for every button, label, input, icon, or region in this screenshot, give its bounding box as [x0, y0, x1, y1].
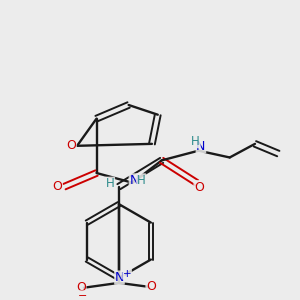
Text: O: O	[194, 181, 204, 194]
Text: O: O	[66, 139, 76, 152]
Text: N: N	[115, 271, 124, 284]
Text: H: H	[106, 177, 115, 190]
Text: O: O	[76, 281, 86, 294]
Text: N: N	[196, 140, 206, 153]
Text: N: N	[129, 174, 139, 187]
Text: H: H	[191, 134, 200, 148]
Text: O: O	[146, 280, 156, 293]
Text: O: O	[52, 180, 62, 193]
Text: −: −	[78, 291, 87, 300]
Text: H: H	[137, 174, 146, 187]
Text: +: +	[123, 269, 131, 279]
